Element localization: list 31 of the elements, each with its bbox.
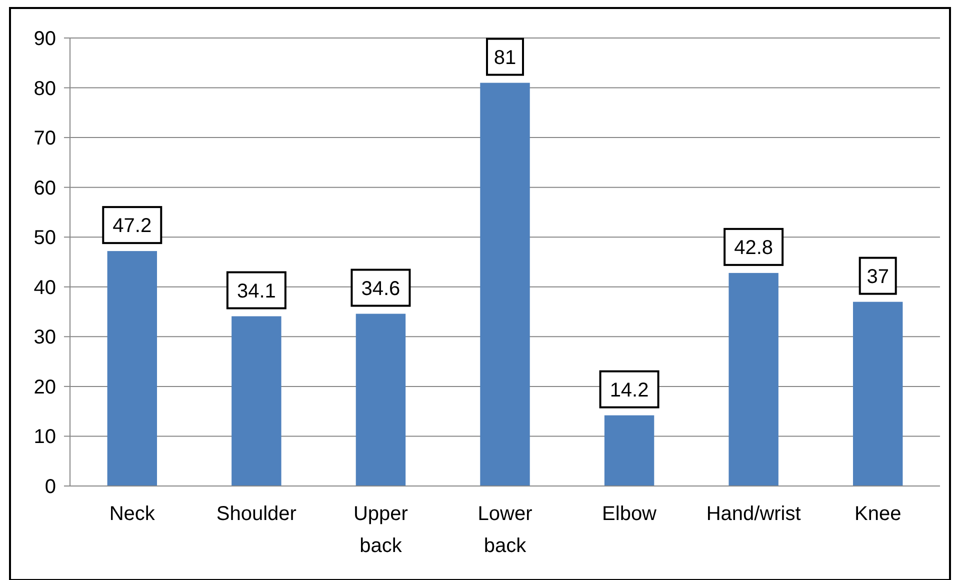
data-label: 14.2 <box>610 379 649 402</box>
bar <box>853 302 903 486</box>
x-tick-label: Neck <box>109 503 156 525</box>
y-tick-label: 0 <box>44 476 56 498</box>
x-tick-label: Shoulder <box>216 503 297 525</box>
y-tick-label: 60 <box>34 177 56 200</box>
bar <box>232 316 282 486</box>
x-tick-label: Lower back <box>478 503 533 557</box>
x-tick-label: Upper back <box>353 503 408 557</box>
bar <box>728 272 778 486</box>
data-label: 42.8 <box>734 236 774 259</box>
x-tick-label: Knee <box>854 503 902 525</box>
x-tick-label: Elbow <box>602 503 658 525</box>
y-tick-label: 50 <box>34 227 56 250</box>
y-tick-label: 20 <box>34 376 56 398</box>
y-tick-label: 80 <box>34 78 56 100</box>
y-tick-label: 10 <box>34 426 56 448</box>
data-label: 37 <box>866 266 889 288</box>
x-tick-label: Hand/wrist <box>706 503 802 525</box>
bar <box>107 251 157 486</box>
bar <box>480 82 530 486</box>
y-tick-label: 90 <box>34 28 56 50</box>
data-label: 34.1 <box>236 280 276 302</box>
data-label: 47.2 <box>112 215 152 238</box>
y-tick-label: 30 <box>34 326 56 349</box>
y-tick-label: 40 <box>34 276 56 299</box>
y-tick-label: 70 <box>34 128 56 150</box>
bar <box>604 415 654 486</box>
bar <box>356 314 406 486</box>
data-label: 81 <box>494 46 516 69</box>
data-label: 34.6 <box>361 278 400 300</box>
